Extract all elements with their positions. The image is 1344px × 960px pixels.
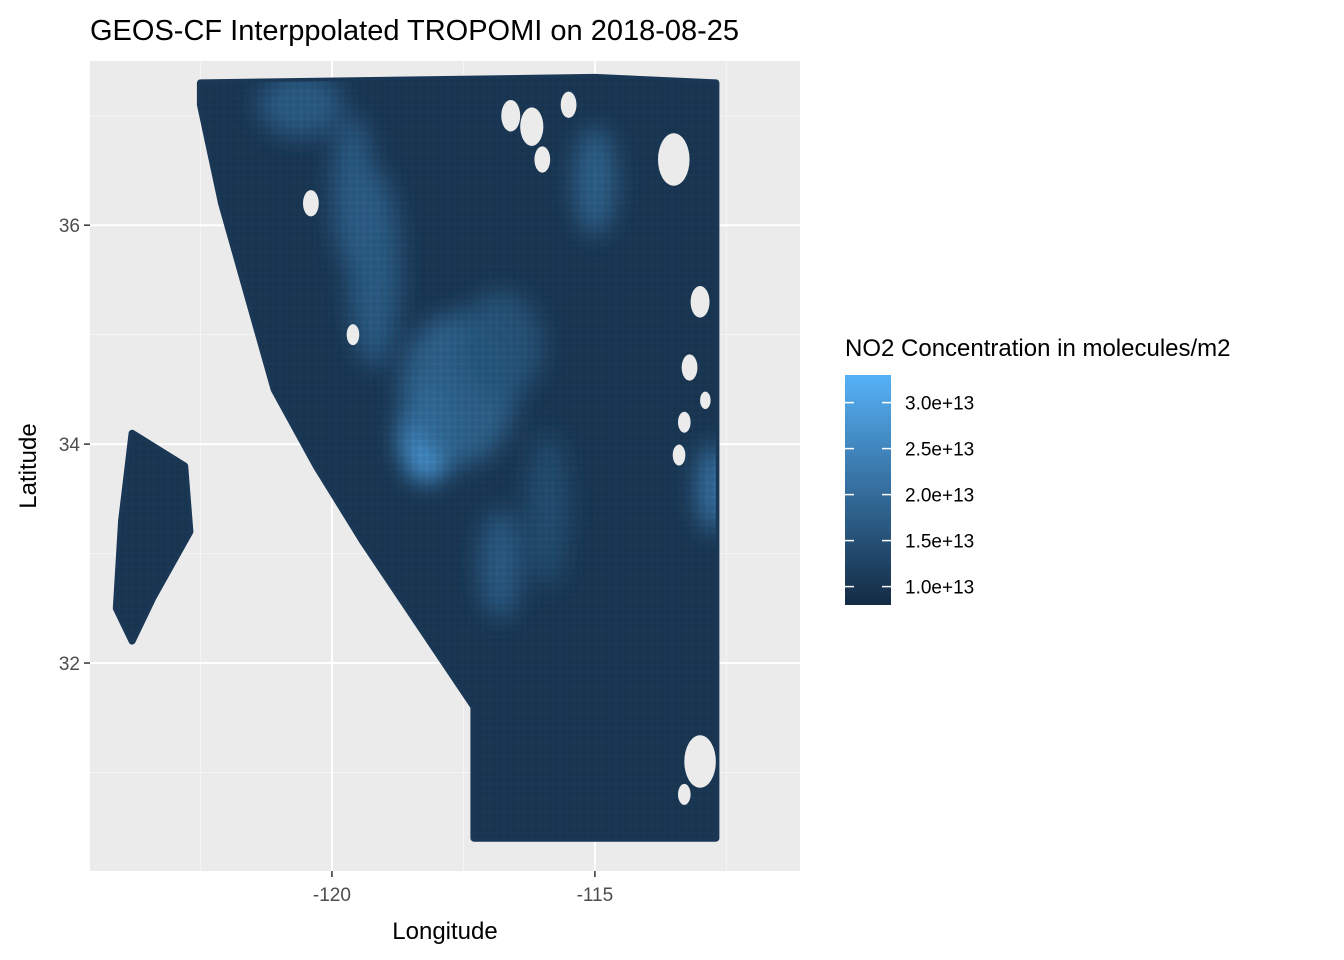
hole-layer: [303, 91, 716, 805]
legend-label: 1.5e+13: [905, 532, 974, 553]
missing-data-hole: [690, 286, 710, 318]
legend-colorbar: [845, 375, 891, 605]
missing-data-hole: [658, 133, 690, 186]
legend: NO2 Concentration in molecules/m2 1.0e+1…: [845, 335, 1231, 605]
x-axis-title: Longitude: [392, 918, 497, 945]
y-tick-label: 36: [59, 216, 80, 237]
missing-data-hole: [677, 411, 691, 433]
missing-data-hole: [684, 735, 716, 788]
y-axis: 32 34 36: [59, 216, 90, 675]
x-tick-label: -115: [577, 885, 614, 906]
missing-data-hole: [303, 190, 319, 217]
missing-data-hole: [560, 91, 577, 118]
x-tick-label: -120: [313, 885, 351, 906]
y-tick-label: 32: [59, 654, 80, 675]
legend-label: 3.0e+13: [905, 394, 974, 415]
legend-ticks: 1.0e+13 1.5e+13 2.0e+13 2.5e+13 3.0e+13: [845, 394, 974, 599]
legend-title: NO2 Concentration in molecules/m2: [845, 335, 1231, 362]
missing-data-hole: [534, 146, 551, 173]
y-tick-label: 34: [59, 435, 81, 456]
missing-data-hole: [501, 99, 521, 132]
x-axis: -120 -115: [313, 871, 613, 906]
missing-data-hole: [677, 783, 691, 805]
y-axis-title: Latitude: [15, 423, 42, 508]
missing-data-hole: [681, 354, 698, 381]
missing-data-hole: [520, 107, 544, 146]
legend-label: 2.0e+13: [905, 486, 974, 507]
legend-label: 1.0e+13: [905, 578, 974, 599]
missing-data-hole: [672, 444, 686, 466]
chart-title: GEOS-CF Interppolated TROPOMI on 2018-08…: [90, 15, 739, 47]
legend-label: 2.5e+13: [905, 440, 974, 461]
missing-data-hole: [346, 324, 360, 346]
missing-data-hole: [700, 391, 711, 410]
